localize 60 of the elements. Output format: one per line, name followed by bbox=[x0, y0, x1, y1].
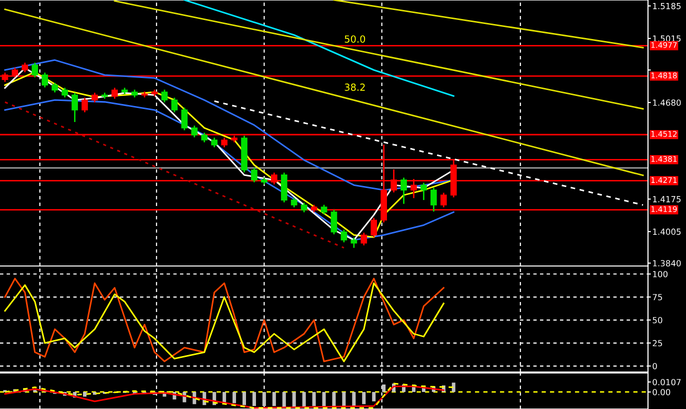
candlestick bbox=[82, 97, 88, 113]
candlestick bbox=[52, 82, 58, 94]
annotation: 50.0 bbox=[344, 35, 366, 43]
annotation: 38.2 bbox=[344, 84, 365, 91]
bar bbox=[252, 392, 256, 406]
bar bbox=[452, 382, 456, 392]
bar bbox=[82, 392, 86, 397]
candlestick bbox=[201, 132, 208, 143]
y-tick-label: 0.0107 bbox=[652, 378, 681, 386]
candlestick bbox=[370, 217, 378, 238]
candlestick bbox=[171, 97, 178, 113]
bar bbox=[332, 392, 336, 407]
bar bbox=[302, 392, 306, 407]
candlestick bbox=[340, 228, 348, 243]
candlestick bbox=[320, 204, 328, 216]
y-tick-label: 50 bbox=[652, 316, 662, 324]
candlestick bbox=[221, 136, 228, 148]
candlestick bbox=[42, 72, 48, 88]
bar bbox=[232, 392, 236, 404]
line-series bbox=[184, 0, 454, 97]
y-tick-label: 1.4680 bbox=[653, 99, 681, 106]
candlestick bbox=[92, 92, 98, 104]
candlestick bbox=[72, 92, 78, 123]
bar bbox=[312, 392, 316, 406]
y-tick-label: 0 bbox=[652, 363, 657, 370]
bar bbox=[342, 392, 346, 407]
candlestick bbox=[251, 167, 258, 183]
candlestick bbox=[191, 124, 198, 138]
candlestick bbox=[111, 87, 118, 100]
y-tick-label: 1.5185 bbox=[653, 2, 681, 10]
candlestick bbox=[181, 106, 188, 131]
bar bbox=[282, 392, 286, 407]
candlestick bbox=[211, 136, 218, 148]
candlestick bbox=[300, 202, 308, 213]
y-tick-label: 1.4005 bbox=[653, 228, 681, 235]
bar bbox=[382, 384, 386, 392]
candlestick bbox=[350, 237, 358, 249]
candlestick bbox=[22, 62, 28, 73]
y-tick-label: 1.3840 bbox=[653, 260, 681, 266]
candlestick bbox=[161, 88, 168, 104]
bar bbox=[372, 392, 376, 402]
candlestick bbox=[290, 197, 298, 208]
candlestick bbox=[360, 232, 368, 246]
bar bbox=[272, 392, 276, 406]
y-tick-label: 1.4175 bbox=[653, 196, 681, 202]
bar bbox=[292, 392, 296, 407]
y-tick-label: 0.00 bbox=[652, 388, 670, 396]
y-tick-label: 75 bbox=[652, 294, 662, 300]
candlestick bbox=[430, 187, 437, 212]
candlestick bbox=[32, 62, 38, 78]
bar bbox=[352, 392, 356, 406]
y-tick-label: 1.5015 bbox=[653, 35, 681, 42]
candlestick bbox=[400, 176, 407, 205]
bar bbox=[242, 392, 246, 406]
y-tick-label: 100 bbox=[653, 270, 668, 278]
candlestick bbox=[420, 182, 427, 201]
candlestick bbox=[330, 209, 338, 235]
candlestick bbox=[62, 87, 68, 98]
bar bbox=[362, 392, 366, 404]
y-tick-label: 25 bbox=[652, 340, 662, 346]
